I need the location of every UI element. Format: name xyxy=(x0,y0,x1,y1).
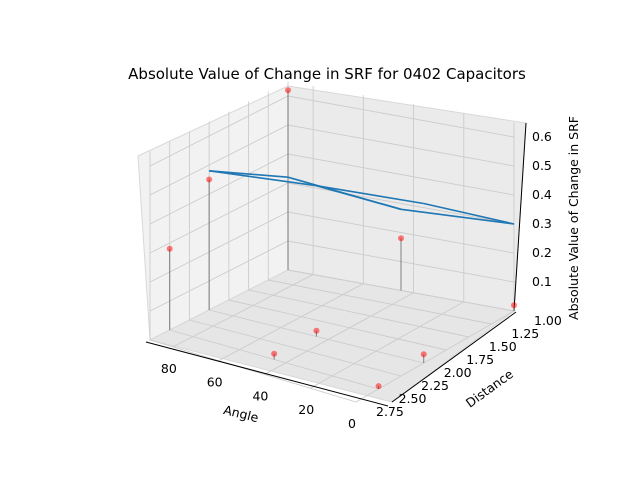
z-tick-label: 0.6 xyxy=(532,129,552,144)
distance-tick-label: 2.50 xyxy=(399,391,427,406)
angle-tick-label: 80 xyxy=(161,361,177,376)
stem-lines xyxy=(169,90,515,389)
scatter-point xyxy=(271,350,278,357)
z-tick-label: 0.4 xyxy=(532,187,552,202)
distance-tick-label: 2.75 xyxy=(376,404,404,419)
wireframe-line xyxy=(423,202,515,225)
distance-ticks: 1.001.251.501.752.002.252.502.75 xyxy=(376,313,562,419)
z-ticks: 0.1 0.2 0.3 0.4 0.5 0.6 xyxy=(532,129,552,289)
scatter-point xyxy=(206,176,213,183)
scatter-point xyxy=(313,327,320,334)
grid-lines xyxy=(149,81,515,403)
angle-tick-label: 0 xyxy=(348,416,356,431)
grid-line-angle xyxy=(172,274,314,348)
angle-axis-line xyxy=(145,341,389,407)
grid-line-distance xyxy=(149,339,357,403)
distance-axis-line xyxy=(391,311,517,403)
grid-line-distance xyxy=(228,299,447,351)
scatter-point xyxy=(285,87,291,94)
distance-tick-label: 2.25 xyxy=(421,378,449,393)
angle-tick-label: 20 xyxy=(298,402,314,417)
z-tick-label: 0.3 xyxy=(532,216,552,231)
grid-line-distance xyxy=(189,319,402,377)
angle-tick-label: 40 xyxy=(252,388,268,403)
scatter-points xyxy=(166,87,517,390)
angle-ticks: 80 60 40 20 0 xyxy=(161,361,356,431)
axis-lines xyxy=(145,122,527,407)
distance-tick-label: 1.75 xyxy=(466,352,494,367)
z-tick-label: 0.5 xyxy=(532,158,552,173)
z-axis-line xyxy=(513,122,527,312)
wireframe-surface xyxy=(209,170,515,225)
scatter-point xyxy=(375,383,382,390)
grid-line-distance xyxy=(248,289,469,338)
grid-line-angle xyxy=(310,301,464,389)
grid-line-angle xyxy=(264,292,414,375)
angle-axis-label: Angle xyxy=(222,402,260,425)
distance-tick-label: 1.25 xyxy=(511,326,539,341)
scatter-point xyxy=(166,245,173,252)
distance-tick-label: 1.50 xyxy=(489,339,517,354)
grid-line-angle xyxy=(218,283,364,362)
scatter-point xyxy=(398,235,404,242)
angle-tick-label: 60 xyxy=(207,375,223,390)
distance-tick-label: 2.00 xyxy=(444,365,472,380)
distance-tick-label: 1.00 xyxy=(534,313,562,328)
grid-line-distance xyxy=(268,279,492,325)
z-axis-label: Absolute Value of Change in SRF xyxy=(566,116,581,320)
scatter-point xyxy=(511,302,517,309)
z-tick-label: 0.2 xyxy=(532,245,552,260)
wireframe-line xyxy=(209,170,424,205)
scatter-point xyxy=(420,351,427,358)
chart-title: Absolute Value of Change in SRF for 0402… xyxy=(128,65,526,83)
grid-line-angle xyxy=(355,310,515,403)
z-tick-label: 0.1 xyxy=(532,274,552,289)
